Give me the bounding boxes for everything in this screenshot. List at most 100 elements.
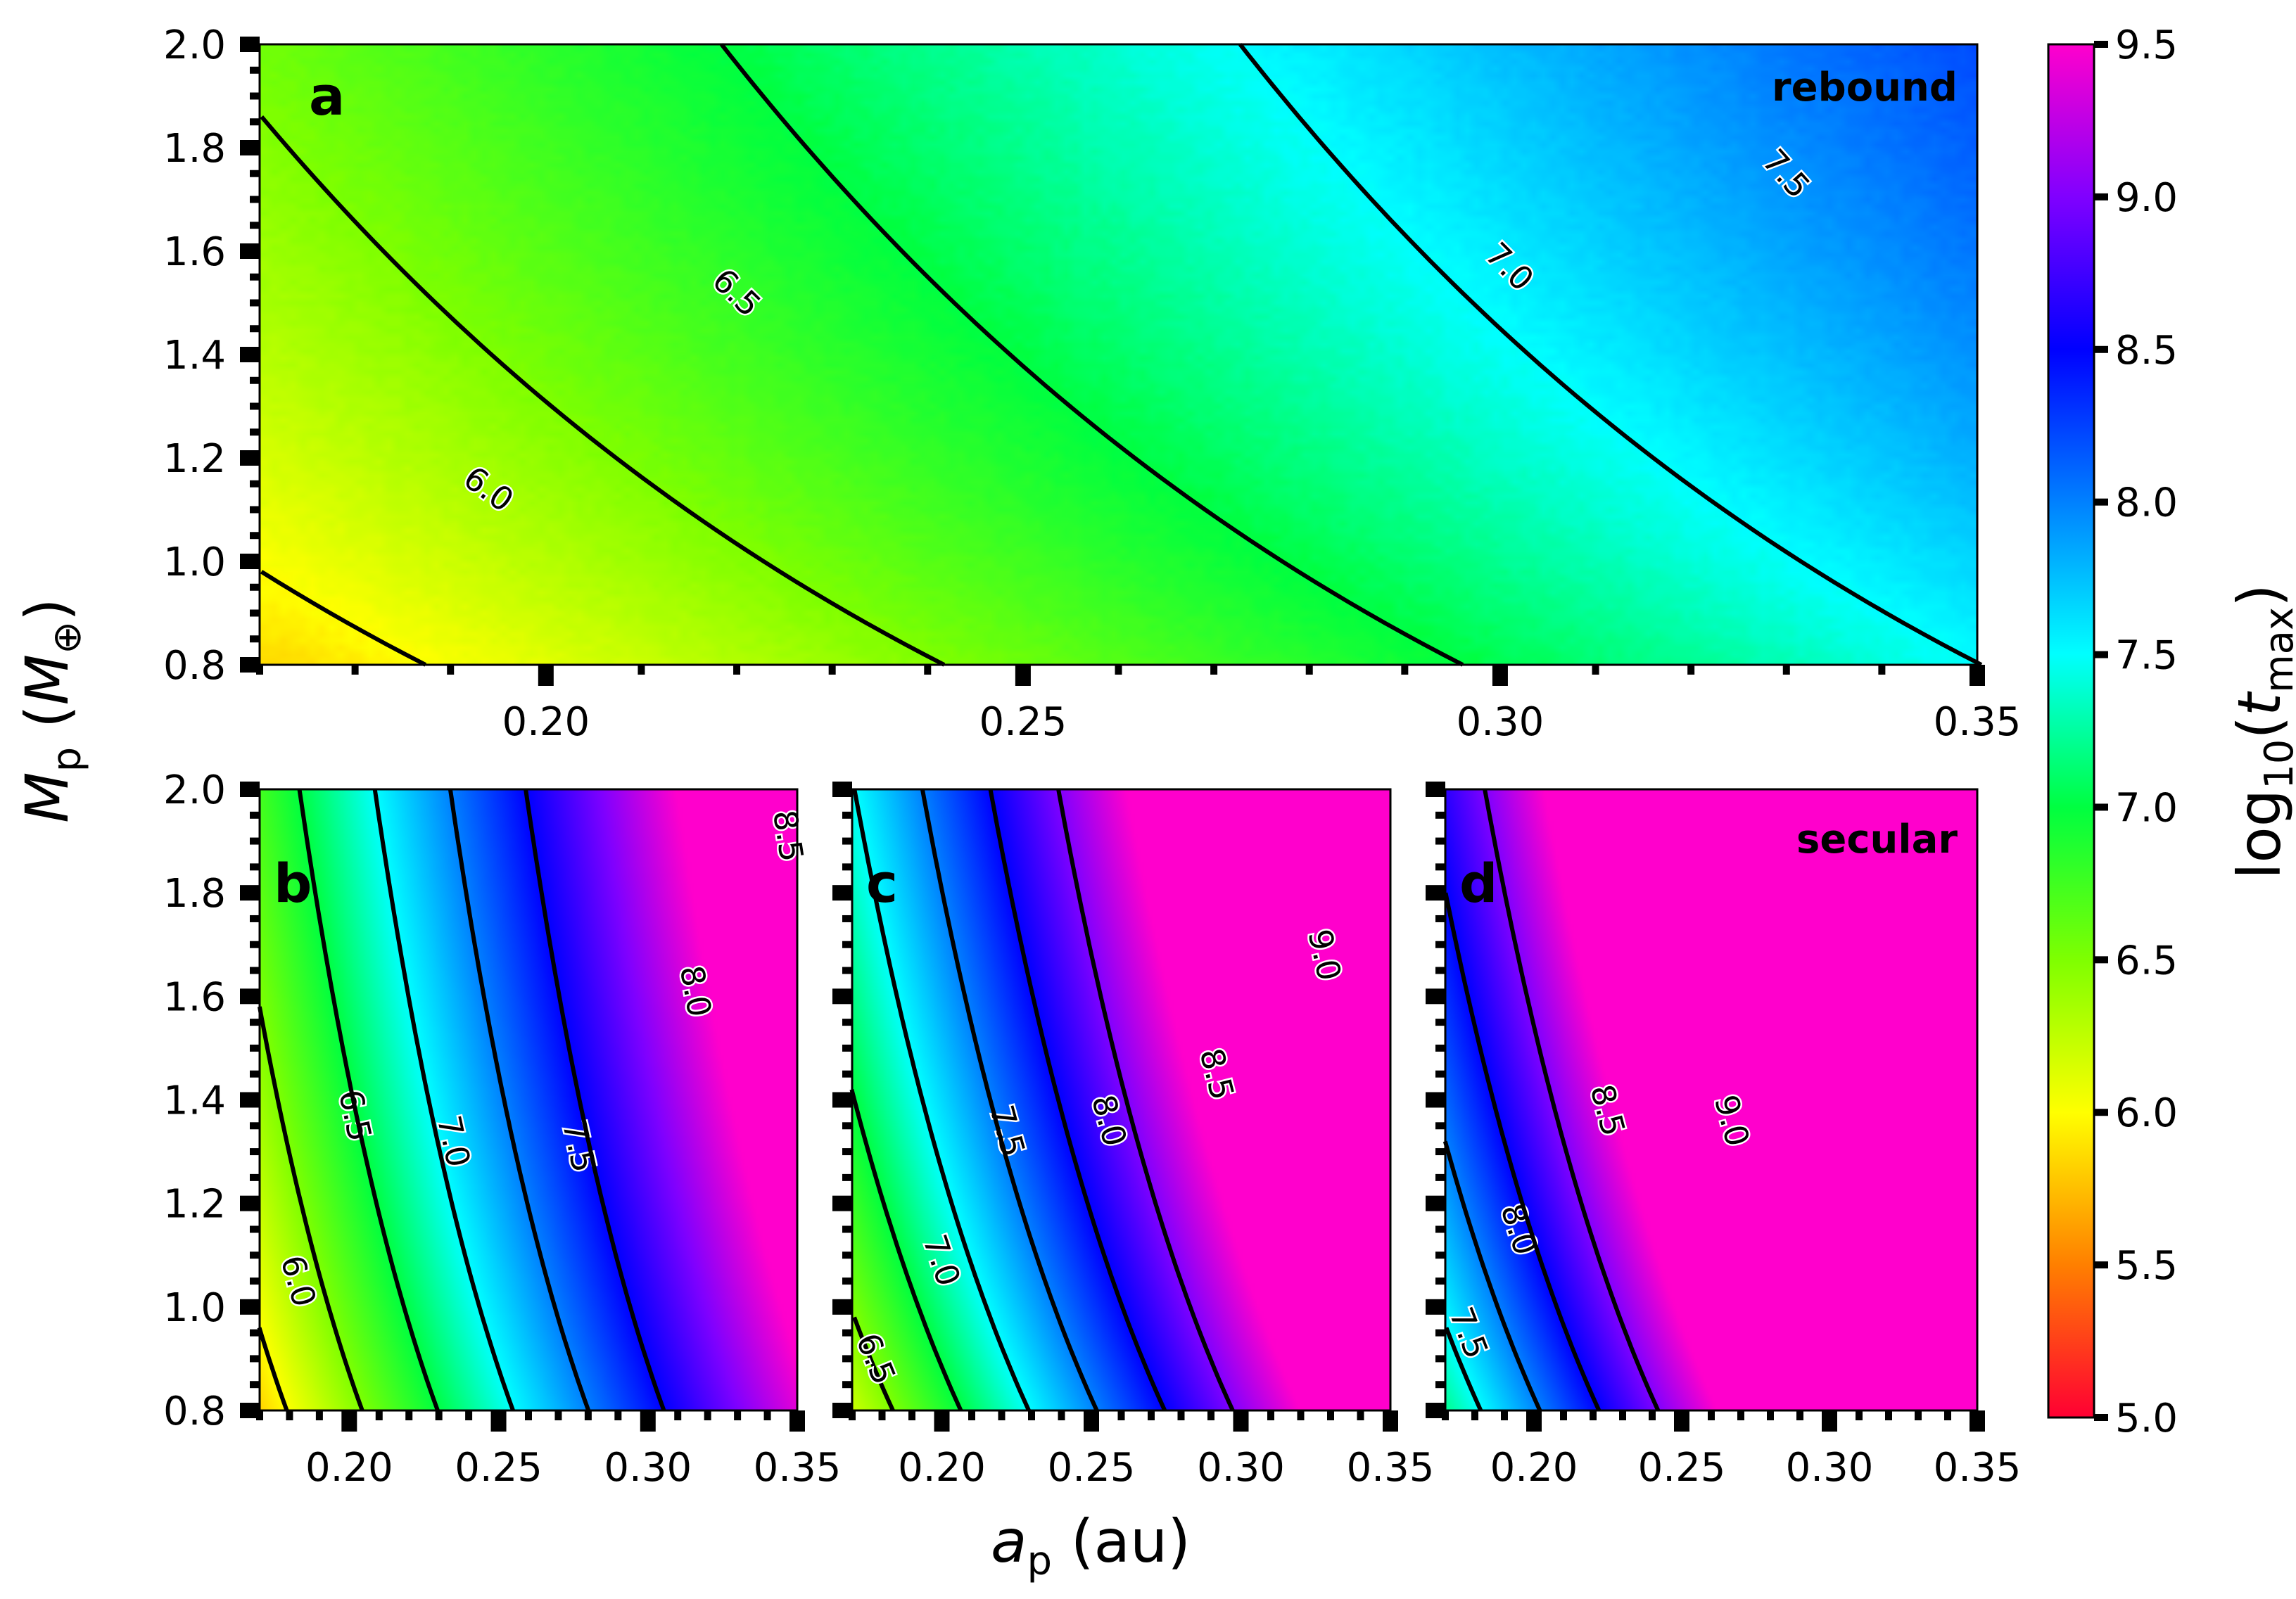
y-minor-tick xyxy=(250,1122,260,1130)
y-major-tick xyxy=(1426,782,1445,797)
contour-b-6.0 xyxy=(257,1327,289,1412)
y-minor-tick xyxy=(250,1148,260,1156)
x-minor-tick xyxy=(351,665,359,675)
x-tick-label: 0.35 xyxy=(1347,1445,1435,1491)
panel-c: 6.57.07.5 8.08.59.00.20 0.25 0.30 0.35c xyxy=(832,782,1434,1491)
y-major-tick xyxy=(1426,1403,1445,1418)
contour-c-8.0 xyxy=(920,789,1099,1412)
x-tick-label: 0.20 xyxy=(898,1445,986,1491)
y-minor-tick xyxy=(250,1329,260,1337)
y-minor-tick xyxy=(1435,863,1445,871)
colorbar-tick xyxy=(2094,1109,2108,1116)
y-tick-label: 2.0 xyxy=(163,767,226,813)
y-minor-tick xyxy=(250,118,260,126)
x-minor-tick xyxy=(584,1410,592,1420)
y-tick-label: 1.6 xyxy=(163,974,226,1020)
y-major-tick xyxy=(1426,1092,1445,1108)
contour-b-8.5 xyxy=(524,789,666,1412)
x-minor-tick xyxy=(733,665,741,675)
x-minor-tick xyxy=(1471,1410,1478,1420)
y-minor-tick xyxy=(250,1278,260,1285)
x-tick-label: 0.25 xyxy=(1048,1445,1136,1491)
colorbar-label: log10(tmax) xyxy=(2225,584,2296,879)
contour-b-7.0 xyxy=(297,789,440,1412)
colorbar-tick xyxy=(2094,651,2108,658)
y-minor-tick xyxy=(1435,1278,1445,1285)
x-tick-label: 0.30 xyxy=(1786,1445,1874,1491)
colorbar-tick xyxy=(2094,1261,2108,1269)
x-minor-tick xyxy=(908,1410,915,1420)
x-tick-label: 0.20 xyxy=(502,699,590,745)
colorbar-tick xyxy=(2094,193,2108,200)
heatmap-d xyxy=(1445,789,1977,1410)
y-minor-tick xyxy=(250,299,260,307)
x-minor-tick xyxy=(375,1410,383,1420)
x-minor-tick xyxy=(998,1410,1006,1420)
y-major-tick xyxy=(240,554,260,569)
y-major-tick xyxy=(240,885,260,901)
x-major-tick xyxy=(640,1410,656,1432)
y-minor-tick xyxy=(1435,915,1445,922)
x-minor-tick xyxy=(763,1410,771,1420)
y-major-tick xyxy=(832,885,852,901)
y-major-tick xyxy=(832,1299,852,1315)
y-tick-label: 1.8 xyxy=(163,871,226,917)
x-major-tick xyxy=(1233,1410,1249,1432)
y-minor-tick xyxy=(842,967,852,974)
y-major-tick xyxy=(240,450,260,466)
panel-tag-a: rebound xyxy=(1772,65,1958,110)
panel-letter-a: a xyxy=(309,65,345,127)
colorbar: 5.0 5.5 6.0 6.5 7.0 7.5 8.0 8.5 9.0 9.5 log10(tma… xyxy=(2047,23,2296,1441)
contour-a-6.0 xyxy=(260,570,427,667)
heatmap-a xyxy=(260,44,1977,665)
x-minor-tick xyxy=(878,1410,886,1420)
x-tick-label: 0.25 xyxy=(979,699,1067,745)
contour-b-8.0 xyxy=(448,789,591,1412)
y-minor-tick xyxy=(1435,1225,1445,1233)
x-minor-tick xyxy=(1649,1410,1656,1420)
x-minor-tick xyxy=(1737,1410,1744,1420)
colorbar-tick xyxy=(2094,803,2108,811)
y-minor-tick xyxy=(1435,967,1445,974)
x-minor-tick xyxy=(1782,665,1790,675)
colorbar-ticks: 5.0 5.5 6.0 6.5 7.0 7.5 8.0 8.5 9.0 9.5 xyxy=(2094,23,2178,1441)
x-minor-tick xyxy=(1878,665,1886,675)
x-tick-label: 0.30 xyxy=(1197,1445,1285,1491)
y-axis-label: Mp (M⊕) xyxy=(13,598,90,823)
x-minor-tick xyxy=(1357,1410,1364,1420)
x-minor-tick xyxy=(828,665,836,675)
y-minor-tick xyxy=(250,609,260,617)
y-minor-tick xyxy=(250,1251,260,1259)
x-minor-tick xyxy=(614,1410,622,1420)
y-minor-tick xyxy=(250,170,260,177)
x-minor-tick xyxy=(734,1410,742,1420)
contour-label-b-8.5: 8.5 xyxy=(766,808,811,864)
x-minor-tick xyxy=(1210,665,1218,675)
y-minor-tick xyxy=(250,635,260,643)
x-axis-label: ap (au) xyxy=(991,1507,1191,1584)
y-minor-tick xyxy=(250,941,260,948)
colorbar-tick xyxy=(2094,345,2108,353)
y-minor-tick xyxy=(842,1355,852,1363)
x-minor-tick xyxy=(1267,1410,1274,1420)
y-major-tick xyxy=(832,1092,852,1108)
y-minor-tick xyxy=(842,1122,852,1130)
contour-b-6.5 xyxy=(257,1006,364,1412)
y-minor-tick xyxy=(1435,1173,1445,1181)
x-minor-tick xyxy=(1856,1410,1863,1420)
y-major-tick xyxy=(240,1403,260,1418)
x-minor-tick xyxy=(638,665,645,675)
x-major-tick xyxy=(1492,665,1508,686)
y-major-tick xyxy=(240,37,260,52)
x-minor-tick xyxy=(1590,1410,1597,1420)
y-minor-tick xyxy=(842,811,852,819)
y-minor-tick xyxy=(250,402,260,410)
x-minor-tick xyxy=(315,1410,323,1420)
contour-d-8.0 xyxy=(1442,1140,1542,1412)
x-minor-tick xyxy=(1177,1410,1185,1420)
x-tick-label: 0.35 xyxy=(1934,1445,2022,1491)
y-minor-tick xyxy=(1435,1019,1445,1026)
y-tick-label: 0.8 xyxy=(163,1389,226,1434)
y-minor-tick xyxy=(1435,1329,1445,1337)
x-minor-tick xyxy=(525,1410,532,1420)
